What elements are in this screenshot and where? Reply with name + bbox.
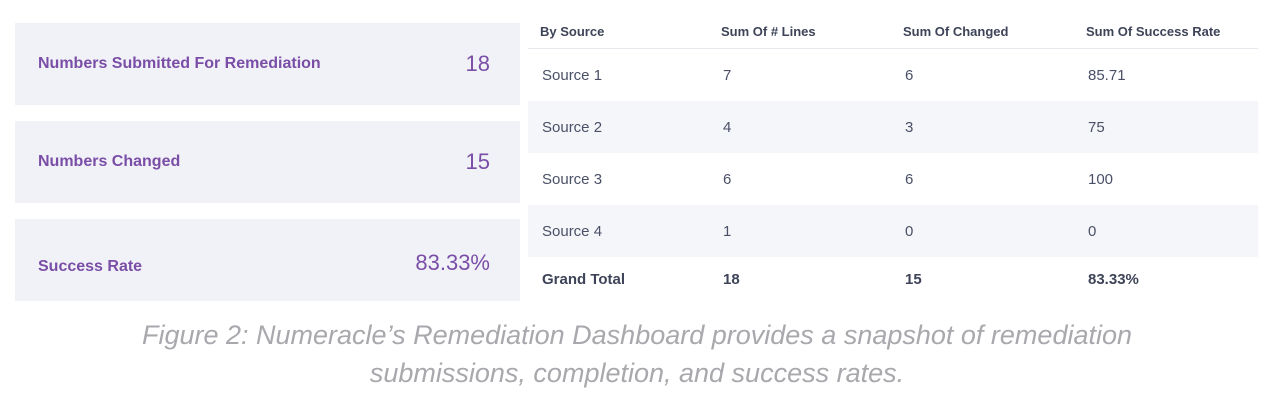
table-cell: 0 — [1074, 205, 1258, 257]
table-cell: Source 1 — [542, 66, 603, 84]
kpi-label-success-rate: Success Rate — [38, 257, 143, 275]
table-cell: 6 — [723, 170, 732, 188]
table-cell: Source 3 — [542, 170, 603, 188]
table-cell: 6 — [905, 170, 914, 188]
source-table: By Source Sum Of # Lines Sum Of Changed … — [528, 14, 1258, 301]
kpi-label-changed: Numbers Changed — [38, 153, 181, 170]
table-cell: Source 2 — [528, 101, 709, 153]
table-header-row: By Source Sum Of # Lines Sum Of Changed … — [528, 14, 1258, 49]
column-header-sum-changed[interactable]: Sum Of Changed — [891, 14, 1074, 49]
total-cell: 15 — [905, 270, 922, 288]
column-header-sum-lines[interactable]: Sum Of # Lines — [709, 14, 891, 49]
table-cell: 100 — [1088, 170, 1114, 188]
figure-caption: Figure 2: Numeracle’s Remediation Dashbo… — [0, 316, 1274, 392]
column-header-by-source[interactable]: By Source — [528, 14, 709, 49]
grand-total-row: Grand Total 18 15 83.33% — [528, 257, 1258, 301]
table-row: Source 4 1 0 0 — [528, 205, 1258, 257]
table-row: Source 3 6 6 100 — [528, 153, 1258, 205]
total-cell: Grand Total — [542, 270, 626, 288]
column-header-sum-success-rate[interactable]: Sum Of Success Rate — [1074, 14, 1258, 49]
total-cell: 83.33% — [1088, 270, 1139, 288]
kpi-card-submitted: Numbers Submitted For Remediation 18 — [15, 23, 520, 105]
total-cell: 18 — [723, 270, 740, 288]
kpi-panel: Numbers Submitted For Remediation 18 Num… — [15, 23, 520, 301]
kpi-value-success-rate: 83.33% — [415, 250, 490, 276]
table-cell: 4 — [709, 101, 891, 153]
source-table-panel: By Source Sum Of # Lines Sum Of Changed … — [528, 14, 1258, 301]
table-cell: 1 — [709, 205, 891, 257]
kpi-card-success-rate: Success Rate 83.33% — [15, 219, 520, 301]
table-row: Source 1 7 6 85.71 — [528, 49, 1258, 102]
table-cell: Source 4 — [528, 205, 709, 257]
table-cell: 0 — [891, 205, 1074, 257]
kpi-label-submitted: Numbers Submitted For Remediation — [38, 55, 321, 72]
kpi-card-changed: Numbers Changed 15 — [15, 121, 520, 203]
kpi-value-submitted: 18 — [465, 51, 490, 76]
table-cell: 3 — [891, 101, 1074, 153]
table-row: Source 2 4 3 75 — [528, 101, 1258, 153]
kpi-value-changed: 15 — [465, 149, 490, 174]
table-cell: 75 — [1074, 101, 1258, 153]
table-cell: 7 — [723, 66, 732, 84]
caption-line-1: Figure 2: Numeracle’s Remediation Dashbo… — [141, 320, 1133, 350]
table-cell: 85.71 — [1088, 66, 1126, 84]
caption-line-2: submissions, completion, and success rat… — [369, 358, 905, 388]
table-cell: 6 — [905, 66, 914, 84]
